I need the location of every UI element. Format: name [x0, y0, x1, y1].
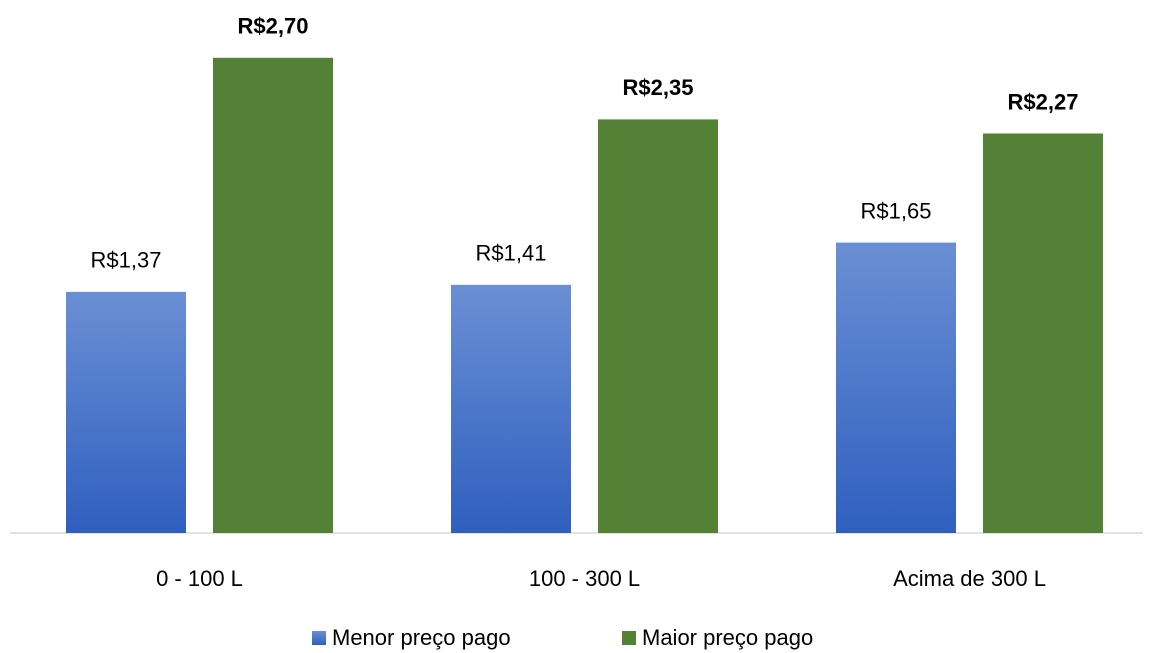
value-label: R$1,41 [476, 241, 547, 266]
value-label: R$2,35 [623, 75, 694, 100]
legend-label: Maior preço pago [642, 625, 813, 650]
x-tick-label: 100 - 300 L [529, 566, 640, 591]
bar [66, 291, 186, 533]
value-label: R$1,65 [861, 198, 932, 223]
bar [983, 133, 1103, 534]
x-tick-label: Acima de 300 L [893, 566, 1046, 591]
bar [213, 57, 333, 534]
legend-swatch [312, 631, 326, 645]
x-tick-label: 0 - 100 L [156, 566, 243, 591]
bar [451, 284, 571, 533]
bar [836, 242, 956, 533]
value-label: R$2,27 [1008, 89, 1079, 114]
bar [598, 119, 718, 534]
legend-label: Menor preço pago [332, 625, 511, 650]
value-label: R$2,70 [238, 14, 309, 39]
legend-swatch [622, 631, 636, 645]
value-label: R$1,37 [91, 248, 162, 273]
